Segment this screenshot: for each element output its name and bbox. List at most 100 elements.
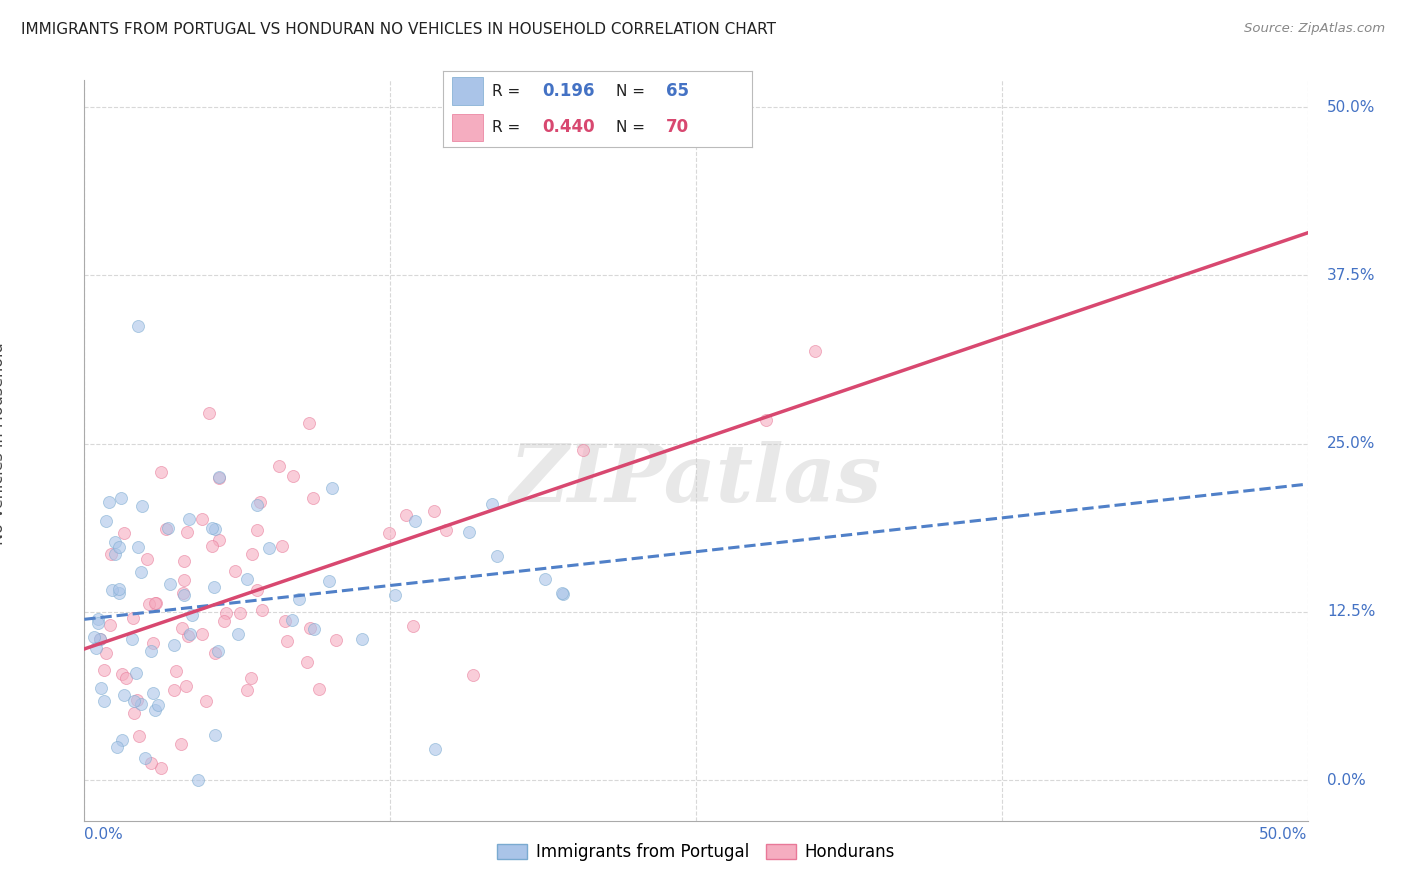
Point (804, 343, 827, 358)
Point (136, 552, 159, 566)
Point (302, 622, 325, 636)
Point (434, 523, 457, 537)
Point (461, 668, 484, 682)
Point (402, 619, 425, 633)
Point (150, 465, 173, 479)
Point (90, 681, 112, 696)
Point (159, 577, 181, 591)
Point (274, 614, 297, 628)
Text: R =: R = (492, 84, 526, 99)
Point (110, 491, 132, 505)
Legend: Immigrants from Portugal, Hondurans: Immigrants from Portugal, Hondurans (491, 837, 901, 868)
Point (87, 612, 110, 626)
Point (87, 615, 110, 630)
Point (142, 686, 165, 700)
Point (485, 549, 508, 563)
Point (162, 638, 184, 652)
Point (155, 522, 177, 536)
Point (302, 491, 325, 506)
Point (236, 572, 259, 586)
Point (170, 621, 193, 635)
Point (173, 587, 195, 601)
Text: ZIPatlas: ZIPatlas (510, 442, 882, 519)
Point (134, 751, 156, 765)
Point (224, 564, 246, 578)
Point (550, 585, 572, 599)
Point (204, 646, 226, 660)
Point (318, 574, 340, 589)
Text: 0.0%: 0.0% (1327, 772, 1365, 788)
Point (179, 626, 201, 640)
Point (146, 698, 169, 712)
Point (173, 573, 195, 587)
Text: 25.0%: 25.0% (1327, 436, 1375, 451)
Point (404, 514, 426, 528)
Point (250, 603, 273, 617)
Point (378, 526, 401, 541)
Point (204, 728, 226, 742)
Point (276, 633, 298, 648)
Point (143, 703, 166, 717)
Point (204, 522, 226, 536)
Point (190, 512, 212, 526)
Text: 0.196: 0.196 (541, 82, 595, 100)
Point (246, 498, 269, 512)
Text: N =: N = (616, 84, 650, 99)
Point (127, 319, 149, 334)
FancyBboxPatch shape (453, 78, 484, 104)
Point (534, 572, 557, 586)
Point (177, 512, 200, 526)
Text: 12.5%: 12.5% (1327, 605, 1375, 619)
Point (267, 458, 290, 473)
Point (108, 582, 131, 596)
Point (103, 535, 125, 549)
Point (173, 554, 195, 568)
Point (298, 621, 321, 635)
Point (111, 667, 134, 681)
Point (208, 471, 231, 485)
Point (101, 583, 124, 598)
Point (187, 773, 209, 788)
Point (308, 681, 330, 696)
Point (145, 596, 167, 610)
Point (295, 655, 318, 669)
Point (180, 607, 202, 622)
Point (139, 644, 162, 658)
Point (94, 514, 117, 528)
Point (270, 539, 292, 553)
Point (352, 632, 374, 646)
Point (236, 683, 259, 698)
Point (240, 547, 263, 561)
Point (108, 586, 131, 600)
Point (755, 413, 778, 427)
Point (394, 508, 416, 522)
Point (283, 469, 305, 483)
Point (246, 583, 269, 598)
Point (121, 632, 143, 646)
Point (94, 646, 117, 660)
Point (239, 671, 262, 685)
Point (481, 497, 503, 511)
Point (201, 521, 224, 535)
Point (138, 597, 160, 611)
Point (111, 732, 134, 747)
Point (191, 627, 214, 641)
Point (325, 632, 347, 647)
Point (86, 640, 108, 655)
Point (458, 525, 481, 540)
Point (129, 566, 152, 580)
Point (165, 664, 187, 678)
Point (100, 547, 122, 561)
Point (212, 615, 235, 629)
Text: 70: 70 (665, 119, 689, 136)
Point (174, 679, 197, 693)
Point (129, 698, 152, 712)
Point (142, 636, 165, 650)
Text: 0.440: 0.440 (541, 119, 595, 136)
Point (170, 737, 193, 751)
Point (298, 417, 321, 431)
Point (246, 523, 269, 537)
Point (423, 742, 446, 756)
Point (125, 693, 148, 707)
Point (93, 663, 115, 677)
